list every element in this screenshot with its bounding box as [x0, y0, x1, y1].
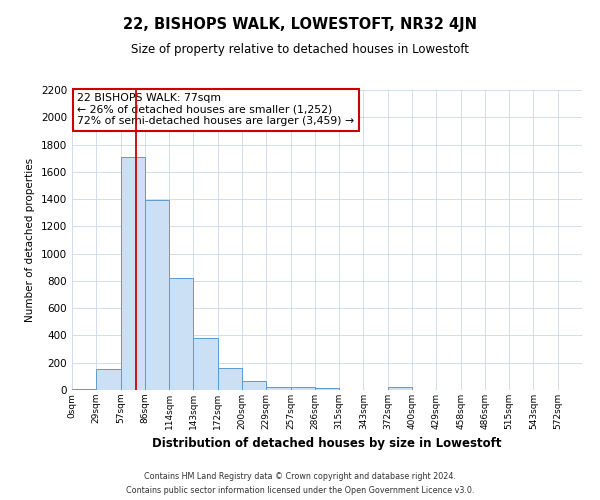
Bar	[72, 388, 96, 390]
Bar	[96, 369, 121, 390]
Bar	[315, 388, 339, 390]
Text: Size of property relative to detached houses in Lowestoft: Size of property relative to detached ho…	[131, 42, 469, 56]
Bar	[290, 388, 315, 390]
Bar	[193, 338, 218, 390]
X-axis label: Distribution of detached houses by size in Lowestoft: Distribution of detached houses by size …	[152, 438, 502, 450]
Bar	[218, 368, 242, 390]
Bar	[242, 381, 266, 390]
Text: 22 BISHOPS WALK: 77sqm
← 26% of detached houses are smaller (1,252)
72% of semi-: 22 BISHOPS WALK: 77sqm ← 26% of detached…	[77, 93, 354, 126]
Text: Contains public sector information licensed under the Open Government Licence v3: Contains public sector information licen…	[126, 486, 474, 495]
Y-axis label: Number of detached properties: Number of detached properties	[25, 158, 35, 322]
Bar	[121, 157, 145, 390]
Text: Contains HM Land Registry data © Crown copyright and database right 2024.: Contains HM Land Registry data © Crown c…	[144, 472, 456, 481]
Text: 22, BISHOPS WALK, LOWESTOFT, NR32 4JN: 22, BISHOPS WALK, LOWESTOFT, NR32 4JN	[123, 18, 477, 32]
Bar	[169, 278, 193, 390]
Bar	[388, 388, 412, 390]
Bar	[266, 386, 290, 390]
Bar	[145, 200, 169, 390]
